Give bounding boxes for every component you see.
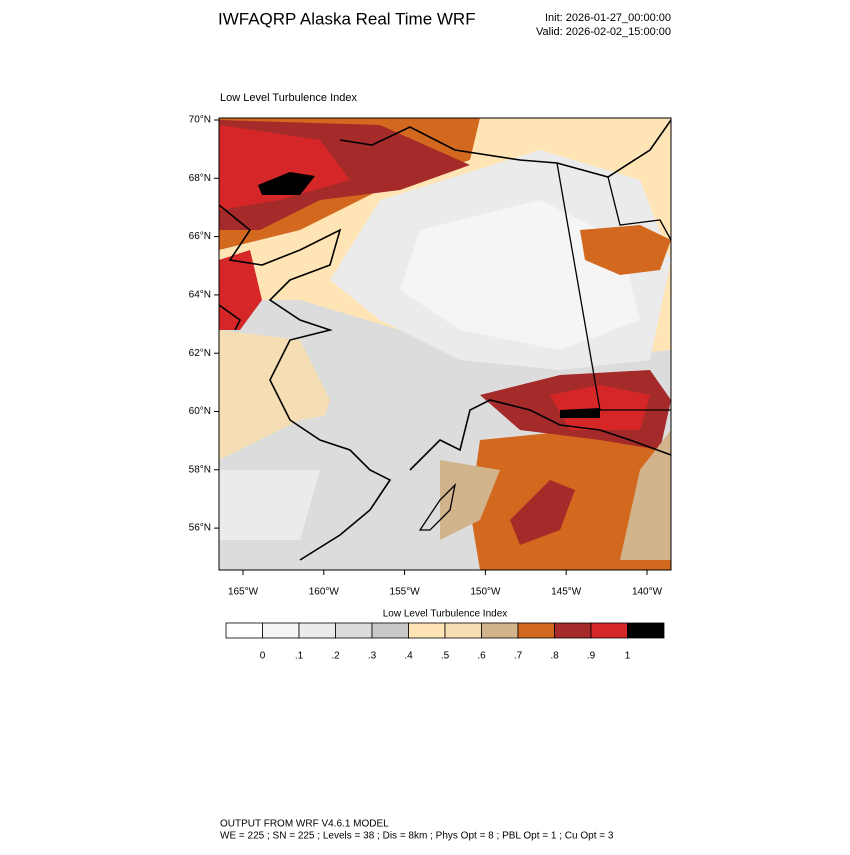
colorbar-swatch [371, 622, 409, 639]
title: IWFAQRP Alaska Real Time WRF [218, 9, 476, 28]
colorbar-label: .5 [441, 651, 450, 662]
lat-label: 70°N [189, 115, 211, 126]
colorbar-label: .1 [295, 651, 304, 662]
lat-label: 64°N [189, 290, 211, 301]
lon-label: 145°W [551, 587, 582, 598]
map-frame [218, 117, 672, 571]
lon-label: 150°W [470, 587, 501, 598]
colorbar-label: 0 [260, 651, 266, 662]
lat-label: 62°N [189, 348, 211, 359]
colorbar-label: .4 [404, 651, 413, 662]
lat-label: 58°N [189, 464, 211, 475]
colorbar-label: .2 [331, 651, 340, 662]
colorbar-label: .9 [587, 651, 596, 662]
colorbar-swatch [225, 622, 263, 639]
lat-label: 66°N [189, 231, 211, 242]
colorbar-swatch [590, 622, 628, 639]
footer-line: OUTPUT FROM WRF V4.6.1 MODEL [220, 819, 389, 830]
init-time: Init: 2026-01-27_00:00:00 [545, 12, 671, 24]
colorbar-label: .3 [368, 651, 377, 662]
valid-time: Valid: 2026-02-02_15:00:00 [536, 26, 671, 38]
colorbar-swatch [517, 622, 555, 639]
map-title: Low Level Turbulence Index [220, 92, 357, 104]
colorbar-swatch [335, 622, 373, 639]
colorbar-swatch [262, 622, 300, 639]
colorbar-swatch [481, 622, 519, 639]
lat-label: 56°N [189, 523, 211, 534]
lon-label: 140°W [632, 587, 663, 598]
footer-line: WE = 225 ; SN = 225 ; Levels = 38 ; Dis … [220, 831, 614, 842]
map-field [219, 118, 671, 570]
colorbar-swatch [444, 622, 482, 639]
lat-label: 60°N [189, 406, 211, 417]
lat-label: 68°N [189, 173, 211, 184]
lon-label: 155°W [390, 587, 421, 598]
lon-label: 160°W [309, 587, 340, 598]
colorbar-label: .6 [477, 651, 486, 662]
colorbar-title: Low Level Turbulence Index [383, 609, 508, 620]
colorbar-swatch [627, 622, 665, 639]
colorbar-swatch [554, 622, 592, 639]
colorbar-swatch [298, 622, 336, 639]
lon-label: 165°W [228, 587, 259, 598]
colorbar-swatch [408, 622, 446, 639]
colorbar-label: .7 [514, 651, 523, 662]
colorbar-label: .8 [550, 651, 559, 662]
colorbar-label: 1 [625, 651, 631, 662]
